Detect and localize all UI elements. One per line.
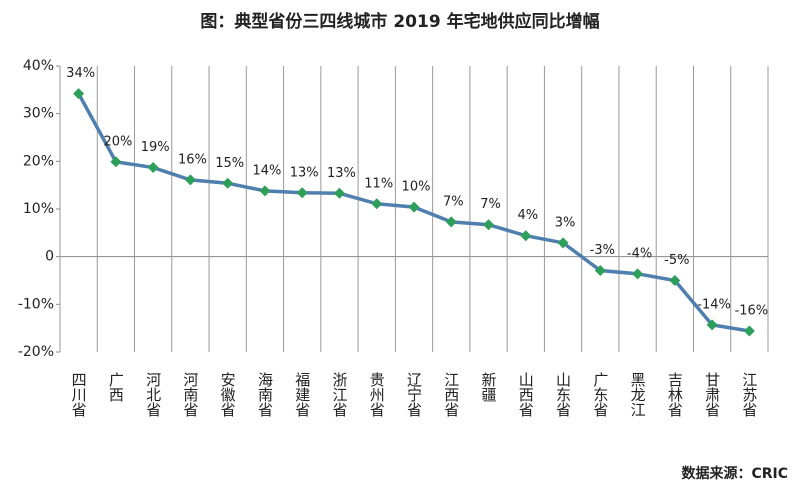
data-label: 7% (480, 197, 501, 212)
x-tick-label: 浙江省 (330, 372, 348, 417)
marker (73, 88, 85, 100)
marker (408, 201, 420, 213)
y-tick-label: 20% (23, 153, 54, 169)
x-tick-label: 江苏省 (740, 372, 758, 417)
marker (259, 185, 271, 197)
data-label: -5% (664, 253, 689, 268)
x-tick-label: 辽宁省 (405, 372, 423, 417)
data-label: 34% (66, 66, 95, 81)
marker (669, 275, 681, 286)
source: 数据来源：CRIC (681, 465, 788, 482)
x-tick-label: 贵州省 (368, 372, 386, 417)
data-label: 13% (327, 166, 356, 181)
data-label: 16% (178, 152, 207, 167)
x-tick-label: 吉林省 (666, 372, 684, 417)
marker (557, 237, 569, 249)
y-tick-label: 0 (45, 249, 54, 265)
x-tick-label: 山西省 (517, 372, 535, 417)
data-label: 19% (141, 140, 170, 155)
data-label: -4% (627, 246, 652, 261)
x-tick-label: 广西 (107, 372, 125, 402)
marker (110, 156, 122, 168)
data-label: 14% (252, 163, 281, 178)
marker (706, 319, 718, 331)
x-tick-label: 广东省 (591, 372, 609, 417)
marker (445, 216, 457, 228)
data-label: 7% (443, 194, 464, 209)
x-tick-label: 甘肃省 (703, 372, 721, 417)
marker (147, 162, 159, 174)
marker (483, 219, 495, 231)
y-tick-label: -20% (18, 344, 54, 360)
data-label: -3% (590, 243, 615, 258)
marker (743, 325, 755, 337)
x-tick-label: 四川省 (70, 372, 88, 417)
y-tick-label: -10% (18, 296, 54, 312)
data-label: 11% (364, 176, 393, 191)
marker (594, 264, 606, 276)
data-label: 20% (103, 134, 132, 149)
data-label: 3% (555, 215, 576, 230)
x-tick-label: 黑龙江 (629, 372, 647, 417)
x-tick-label: 河北省 (144, 372, 162, 417)
data-label: 15% (215, 156, 244, 171)
data-label: 13% (290, 165, 319, 180)
marker (333, 187, 345, 199)
marker (184, 174, 196, 186)
marker (296, 187, 308, 199)
y-tick-label: 40% (23, 58, 54, 74)
chart-title: 图：典型省份三四线城市 2019 年宅地供应同比增幅 (200, 11, 599, 32)
marker (222, 177, 234, 189)
data-label: 4% (517, 208, 538, 223)
y-tick-label: 30% (23, 106, 54, 122)
x-tick-label: 安徽省 (219, 372, 237, 417)
marker (371, 198, 383, 210)
data-label: 10% (402, 180, 431, 195)
marker (520, 230, 532, 242)
x-tick-label: 福建省 (293, 372, 311, 417)
marker (632, 268, 644, 280)
x-tick-label: 新疆 (480, 372, 498, 402)
x-tick-label: 河南省 (181, 372, 199, 417)
y-tick-label: 10% (23, 201, 54, 217)
data-label: -16% (735, 304, 769, 319)
x-tick-label: 海南省 (256, 372, 274, 417)
x-tick-label: 江西省 (442, 372, 460, 417)
x-tick-label: 山东省 (554, 372, 572, 417)
data-label: -14% (697, 297, 731, 312)
